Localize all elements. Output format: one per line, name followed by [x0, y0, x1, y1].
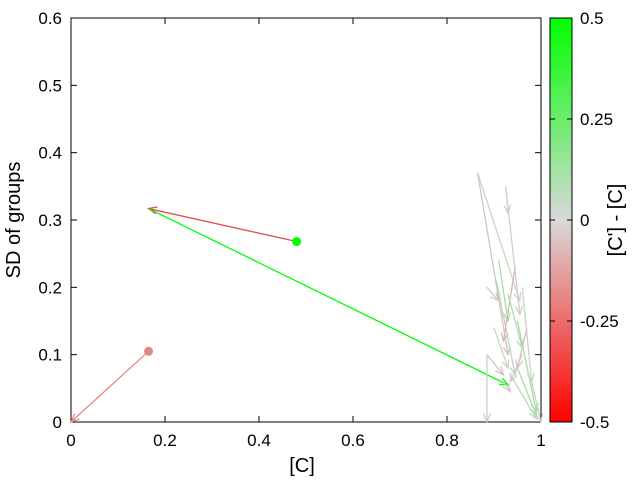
- y-axis-label: SD of groups: [3, 162, 25, 279]
- arrow-head: [513, 291, 522, 303]
- arrow-head: [69, 413, 80, 424]
- arrow-shaft: [507, 293, 523, 349]
- x-tick-label: 0: [66, 431, 75, 450]
- plot-area-frame: [70, 17, 542, 423]
- arrow-shaft: [486, 286, 500, 302]
- arrow: [486, 286, 500, 303]
- arrow-head: [500, 332, 509, 343]
- colorbar-label: [C'] - [C]: [605, 184, 627, 257]
- arrow-shaft: [148, 207, 297, 243]
- y-tick-label: 0.3: [38, 211, 62, 230]
- y-tick-label: 0.4: [38, 144, 62, 163]
- colorbar-tick-label: 0: [580, 211, 589, 230]
- arrow-head: [502, 312, 511, 323]
- arrow-head: [529, 406, 538, 417]
- arrow-shaft: [521, 287, 533, 382]
- colorbar-tick-label: 0.25: [580, 110, 613, 129]
- arrow: [69, 350, 149, 424]
- arrow-head: [514, 305, 524, 316]
- arrow-shaft: [502, 267, 516, 342]
- arrow-shaft: [476, 172, 509, 355]
- arrow-shaft: [516, 367, 537, 416]
- arrow-shaft: [505, 186, 521, 315]
- arrow: [486, 354, 505, 377]
- x-axis-label: [C]: [289, 455, 315, 477]
- arrow-shaft: [70, 350, 149, 423]
- arrow-shaft: [530, 381, 542, 423]
- arrow-shaft: [486, 354, 504, 376]
- arrow-head: [535, 413, 544, 424]
- colorbar-tick-label: 0.5: [580, 9, 604, 28]
- arrow-head: [490, 292, 500, 303]
- colorbar-tick-label: -0.5: [580, 413, 609, 432]
- arrow-shaft: [498, 260, 509, 322]
- arrow-shaft: [493, 327, 509, 369]
- arrow: [148, 207, 510, 386]
- arrow: [493, 327, 510, 370]
- x-tick-label: 0.6: [341, 431, 365, 450]
- arrow: [502, 381, 512, 394]
- arrow: [500, 267, 516, 343]
- y-tick-label: 0.6: [38, 9, 62, 28]
- y-axis-ticks: 0 0.1 0.2 0.3 0.4 0.5 0.6: [38, 9, 541, 432]
- arrow: [505, 186, 524, 316]
- x-tick-label: 0.2: [153, 431, 177, 450]
- arrow-shaft: [502, 381, 511, 393]
- arrow-head: [501, 359, 510, 370]
- arrow: [482, 354, 492, 424]
- arrow-head: [502, 382, 512, 394]
- arrow: [498, 260, 511, 323]
- data-point: [292, 237, 302, 247]
- arrow: [516, 367, 538, 417]
- arrow-shaft: [516, 327, 528, 369]
- data-point: [144, 346, 154, 356]
- y-tick-label: 0: [53, 413, 62, 432]
- y-tick-label: 0.2: [38, 278, 62, 297]
- x-axis-ticks: 0 0.2 0.4 0.6 0.8 1: [66, 18, 546, 450]
- arrow-layer: [69, 172, 544, 424]
- colorbar-tick-label: -0.25: [580, 312, 619, 331]
- arrow-head: [509, 372, 518, 384]
- x-tick-label: 0.4: [247, 431, 271, 450]
- x-tick-label: 0.8: [435, 431, 459, 450]
- arrow-head: [499, 377, 510, 386]
- arrow-shaft: [148, 207, 509, 386]
- arrow-shaft: [516, 320, 537, 413]
- arrow-head: [482, 413, 492, 424]
- x-tick-label: 1: [536, 431, 545, 450]
- point-layer: [144, 237, 302, 356]
- y-tick-label: 0.1: [38, 346, 62, 365]
- colorbar-ticks: 0.5 0.25 0 -0.25 -0.5: [550, 9, 619, 432]
- arrow-head: [495, 366, 505, 377]
- y-tick-label: 0.5: [38, 76, 62, 95]
- arrow: [530, 381, 544, 424]
